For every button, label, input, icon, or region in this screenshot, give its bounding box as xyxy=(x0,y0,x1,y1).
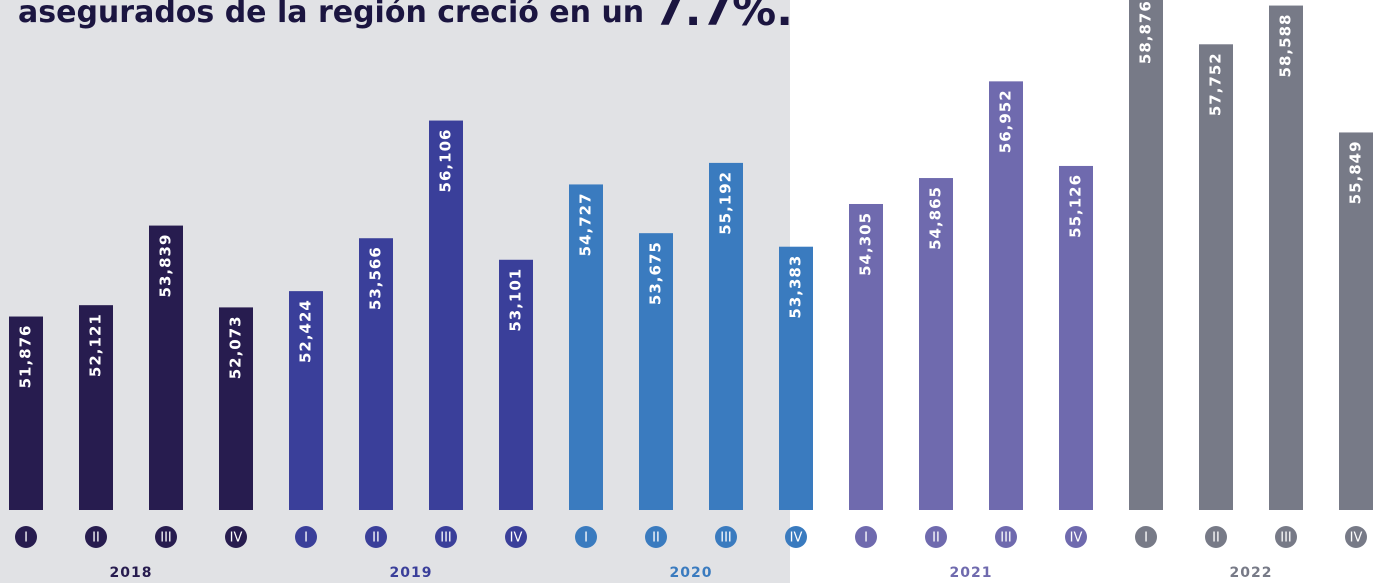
year-label: 2020 xyxy=(670,565,713,581)
title-text: asegurados de la región creció en un xyxy=(18,0,644,30)
x-tick-label: I xyxy=(864,531,868,546)
bar xyxy=(779,246,813,510)
x-tick-label: IV xyxy=(790,531,803,546)
bar xyxy=(9,316,43,510)
x-tick-label: II xyxy=(1212,531,1220,546)
bar xyxy=(1269,5,1303,510)
quarter-badge xyxy=(785,526,807,548)
x-tick-label: III xyxy=(1000,531,1012,546)
x-tick-label: I xyxy=(304,531,308,546)
x-tick-label: III xyxy=(720,531,732,546)
quarter-badge xyxy=(15,526,37,548)
bar xyxy=(289,291,323,510)
bar xyxy=(639,233,673,510)
value-label: 55,849 xyxy=(1347,140,1365,204)
year-label: 2018 xyxy=(110,565,153,581)
quarter-badge xyxy=(1205,526,1227,548)
x-tick-label: IV xyxy=(510,531,523,546)
value-label: 53,675 xyxy=(647,241,665,305)
x-tick-label: II xyxy=(652,531,660,546)
bar xyxy=(149,225,183,511)
x-tick-label: I xyxy=(24,531,28,546)
quarter-badge xyxy=(435,526,457,548)
bar xyxy=(989,81,1023,510)
title-highlight: 7.7%. xyxy=(654,0,793,36)
year-label: 2019 xyxy=(390,565,433,581)
bar xyxy=(1339,132,1373,510)
bar xyxy=(359,238,393,510)
x-tick-label: III xyxy=(1280,531,1292,546)
quarter-badge xyxy=(1275,526,1297,548)
value-label: 57,752 xyxy=(1207,52,1225,116)
x-tick-label: III xyxy=(440,531,452,546)
x-tick-label: I xyxy=(584,531,588,546)
value-label: 52,121 xyxy=(87,313,105,377)
x-tick-label: IV xyxy=(1350,531,1363,546)
x-tick-label: I xyxy=(1144,531,1148,546)
quarter-badge xyxy=(85,526,107,548)
x-tick-label: II xyxy=(372,531,380,546)
bar xyxy=(219,307,253,510)
value-label: 54,865 xyxy=(927,186,945,250)
value-label: 53,383 xyxy=(787,255,805,319)
quarter-badge xyxy=(1065,526,1087,548)
year-label: 2021 xyxy=(950,565,993,581)
quarter-badge xyxy=(1135,526,1157,548)
value-label: 52,424 xyxy=(297,299,315,363)
bar xyxy=(919,178,953,510)
value-label: 56,952 xyxy=(997,89,1015,153)
x-tick-label: III xyxy=(160,531,172,546)
quarter-badge xyxy=(575,526,597,548)
value-label: 53,566 xyxy=(367,246,385,310)
value-label: 55,126 xyxy=(1067,174,1085,238)
quarter-badge xyxy=(855,526,877,548)
quarter-badge xyxy=(715,526,737,548)
x-tick-label: II xyxy=(92,531,100,546)
value-label: 58,588 xyxy=(1277,14,1295,78)
bar xyxy=(79,305,113,510)
bar xyxy=(849,203,883,510)
value-label: 56,106 xyxy=(437,129,455,193)
quarter-badge xyxy=(505,526,527,548)
quarter-badge xyxy=(365,526,387,548)
quarter-badge xyxy=(225,526,247,548)
quarter-badge xyxy=(295,526,317,548)
quarter-badge xyxy=(155,526,177,548)
value-label: 52,073 xyxy=(227,315,245,379)
quarter-badge xyxy=(925,526,947,548)
bar xyxy=(569,184,603,511)
value-label: 51,876 xyxy=(17,325,35,389)
value-label: 54,305 xyxy=(857,212,875,276)
chart-title: asegurados de la región creció en un 7.7%… xyxy=(18,0,793,36)
bar xyxy=(1059,165,1093,511)
x-tick-label: IV xyxy=(1070,531,1083,546)
bar xyxy=(1199,44,1233,510)
bar xyxy=(1129,0,1163,511)
quarter-badge xyxy=(645,526,667,548)
value-label: 55,192 xyxy=(717,171,735,235)
bar xyxy=(499,259,533,510)
quarter-badge xyxy=(1345,526,1367,548)
value-label: 53,101 xyxy=(507,268,525,332)
year-label: 2022 xyxy=(1230,565,1273,581)
value-label: 53,839 xyxy=(157,234,175,298)
quarter-badge xyxy=(995,526,1017,548)
x-tick-label: II xyxy=(932,531,940,546)
value-label: 54,727 xyxy=(577,192,595,256)
bar xyxy=(429,120,463,511)
bar xyxy=(709,162,743,510)
x-tick-label: IV xyxy=(230,531,243,546)
value-label: 58,876 xyxy=(1137,0,1155,64)
